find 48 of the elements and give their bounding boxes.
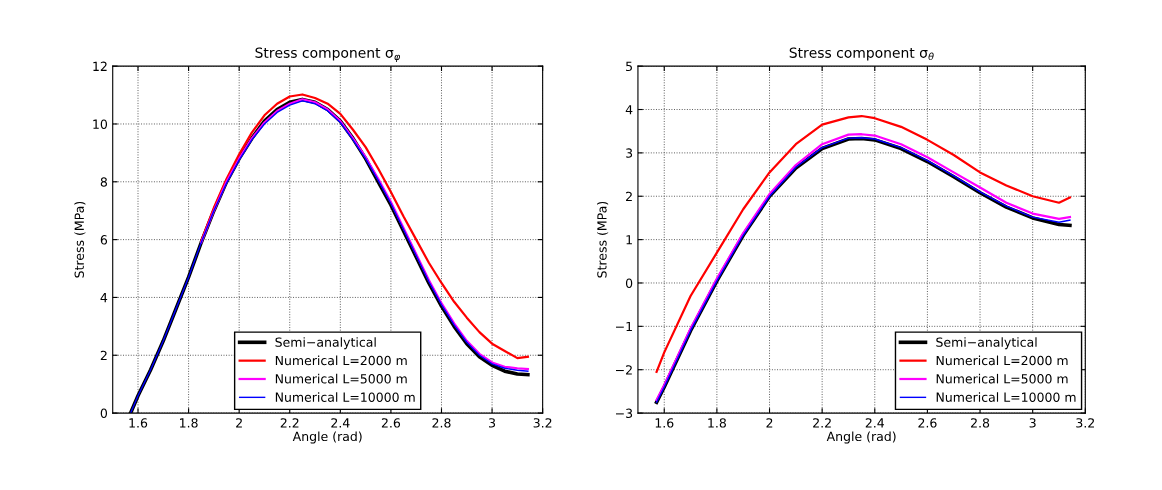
y-tick-label: 5 (626, 61, 632, 72)
y-tick-label: −3 (615, 408, 633, 418)
chart-title: Stress component σ$_{θ}$ (789, 47, 934, 61)
y-tick-label: 6 (100, 235, 108, 245)
x-tick-label: 3.2 (533, 418, 552, 428)
x-tick-label: 2.8 (971, 418, 990, 428)
x-tick-label: 2 (766, 418, 773, 428)
x-tick-label: 2.4 (331, 418, 350, 428)
x-tick-label: 2.2 (813, 418, 831, 428)
x-tick-label: 2 (236, 418, 242, 428)
legend-label: Numerical L=2000 m (936, 355, 1068, 366)
x-tick-label: 1.6 (655, 418, 674, 428)
x-tick-label: 1.6 (129, 418, 148, 428)
y-tick-label: 4 (625, 105, 633, 115)
y-tick-label: −2 (615, 365, 632, 375)
x-tick-label: 3 (1029, 418, 1036, 428)
x-tick-label: 2.8 (432, 418, 451, 428)
y-axis-title: Stress (MPa) (74, 201, 86, 278)
x-tick-label: 2.6 (918, 418, 937, 428)
x-tick-label: 1.8 (708, 418, 726, 428)
y-tick-label: 0 (100, 408, 108, 418)
x-tick-label: 2.2 (280, 418, 299, 428)
chart-title: Stress component σ$_{φ}$ (255, 47, 401, 63)
x-axis-title: Angle (rad) (826, 431, 896, 444)
y-axis-title: Stress (MPa) (597, 201, 609, 278)
x-tick-label: 3 (489, 418, 496, 428)
y-tick-label: −1 (615, 321, 632, 332)
legend-label: Numerical L=10000 m (275, 392, 415, 402)
y-tick-label: 2 (100, 350, 107, 360)
y-tick-label: 2 (626, 191, 632, 201)
y-tick-label: 1 (626, 235, 632, 245)
y-tick-label: 4 (100, 293, 108, 303)
legend-label: Numerical L=10000 m (936, 392, 1076, 402)
legend-label: Semi−analytical (936, 337, 1037, 350)
y-tick-label: 8 (100, 177, 107, 187)
legend-label: Numerical L=2000 m (275, 355, 407, 366)
y-tick-label: 10 (93, 119, 108, 129)
x-tick-label: 2.4 (865, 418, 885, 428)
x-axis-title: Angle (rad) (292, 431, 362, 444)
y-tick-label: 0 (625, 278, 633, 288)
x-tick-label: 3.2 (1076, 418, 1094, 428)
y-tick-label: 12 (93, 61, 107, 71)
legend-label: Numerical L=5000 m (936, 373, 1068, 384)
x-tick-label: 2.6 (381, 418, 401, 428)
legend-label: Semi−analytical (275, 337, 376, 350)
x-tick-label: 1.8 (180, 418, 198, 428)
legend-label: Numerical L=5000 m (275, 373, 407, 384)
y-tick-label: 3 (626, 148, 633, 158)
